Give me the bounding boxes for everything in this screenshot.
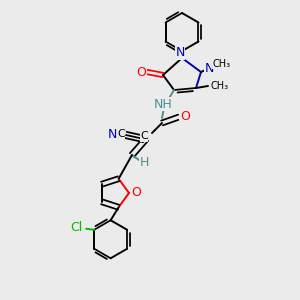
Text: O: O [136, 65, 146, 79]
Text: C: C [117, 129, 125, 139]
Text: N: N [204, 61, 214, 74]
Text: Cl: Cl [70, 221, 82, 234]
Text: N: N [175, 46, 185, 59]
Text: CH₃: CH₃ [213, 59, 231, 69]
Text: H: H [139, 157, 149, 169]
Text: CH₃: CH₃ [211, 81, 229, 91]
Text: C: C [140, 131, 148, 141]
Text: N: N [107, 128, 117, 140]
Text: O: O [180, 110, 190, 124]
Text: NH: NH [154, 98, 172, 110]
Text: O: O [131, 187, 141, 200]
